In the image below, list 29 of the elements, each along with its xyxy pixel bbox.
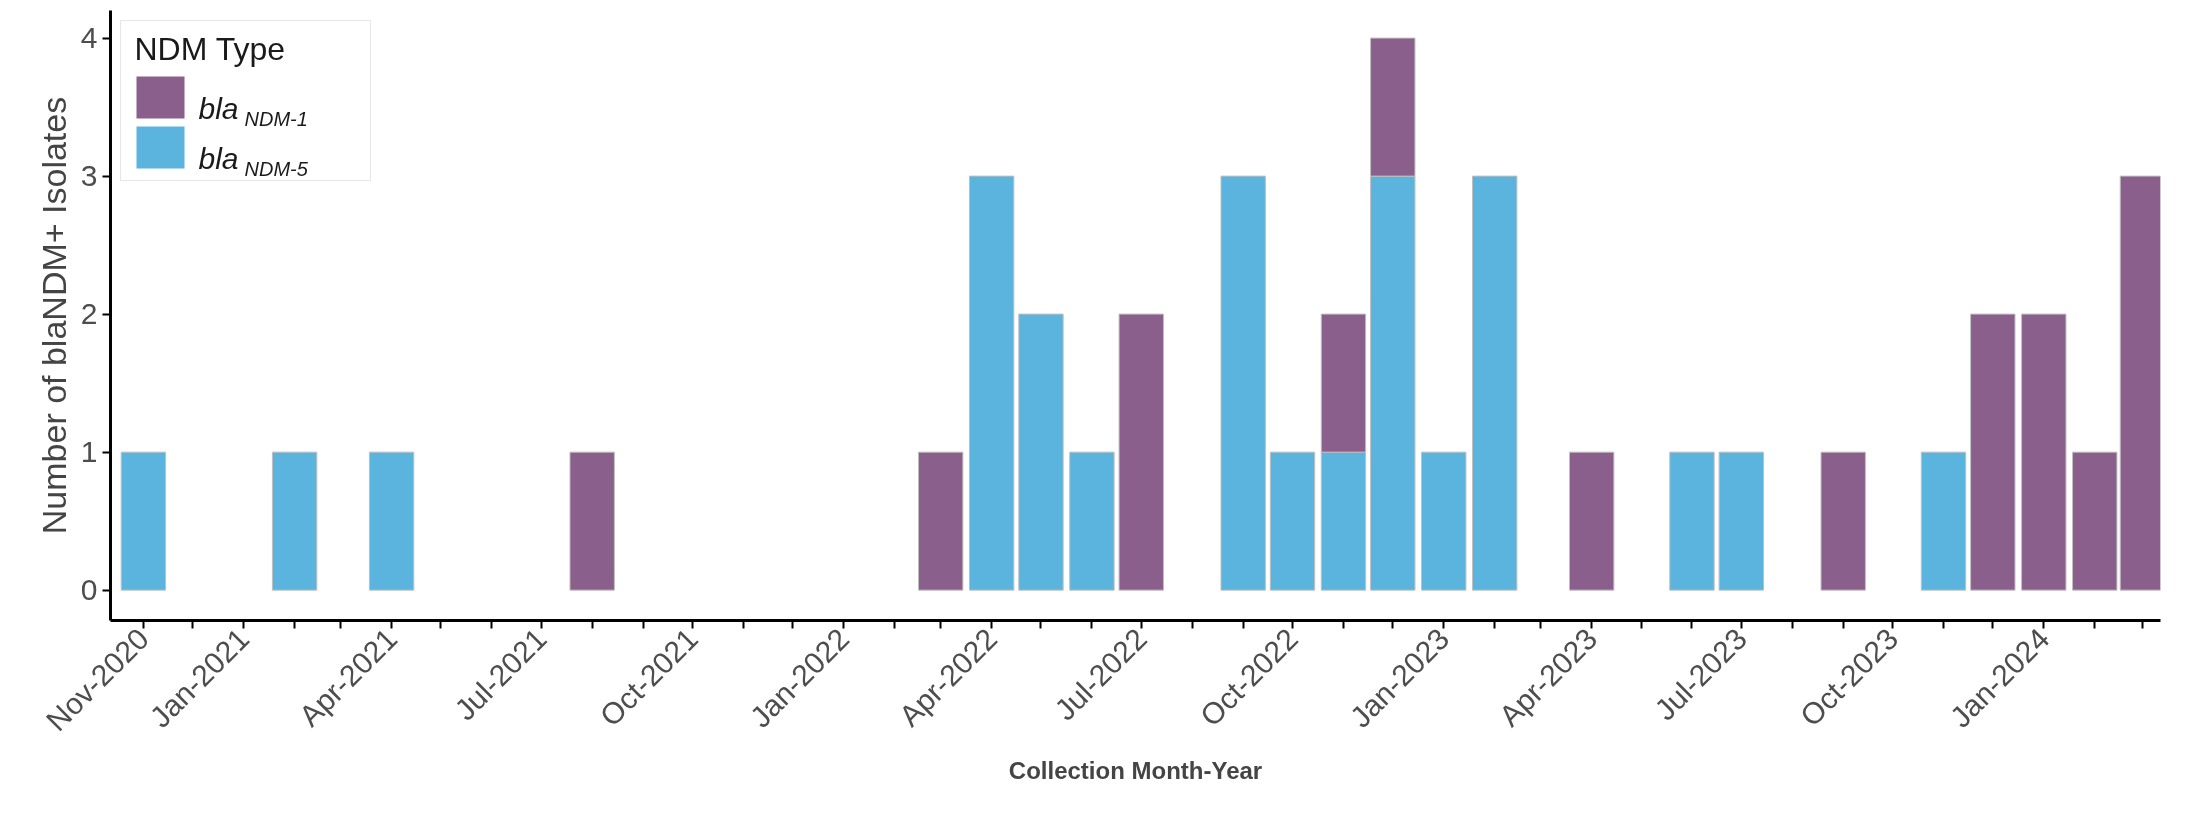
bar bbox=[1269, 451, 1316, 591]
bar bbox=[918, 451, 964, 591]
y-tick-label: 0 bbox=[80, 573, 98, 607]
y-tick-label: 1 bbox=[80, 435, 98, 469]
bar bbox=[271, 451, 318, 591]
y-tick-label: 4 bbox=[80, 21, 98, 55]
y-axis-title: Number of blaNDM+ Isolates bbox=[34, 96, 73, 535]
bar bbox=[2021, 313, 2067, 591]
bar bbox=[368, 451, 415, 591]
bar bbox=[1069, 451, 1115, 591]
bar bbox=[2072, 451, 2118, 591]
bar bbox=[1970, 313, 2016, 591]
bar bbox=[1920, 451, 1967, 591]
bar bbox=[1718, 451, 1764, 591]
bar bbox=[1421, 451, 1467, 591]
bar bbox=[1220, 175, 1266, 591]
bar bbox=[569, 451, 615, 591]
bar bbox=[1669, 451, 1715, 591]
bar bbox=[120, 451, 167, 591]
bar bbox=[1820, 451, 1866, 591]
x-axis-title: Collection Month-Year bbox=[1008, 756, 1263, 784]
bar bbox=[968, 175, 1015, 591]
bar bbox=[1018, 313, 1064, 591]
bar bbox=[1472, 175, 1518, 591]
bar bbox=[1569, 451, 1615, 591]
legend-title: NDM Type bbox=[134, 30, 286, 67]
bar bbox=[1118, 313, 1164, 591]
y-tick-label: 2 bbox=[80, 297, 98, 331]
y-tick-label: 3 bbox=[80, 159, 98, 193]
